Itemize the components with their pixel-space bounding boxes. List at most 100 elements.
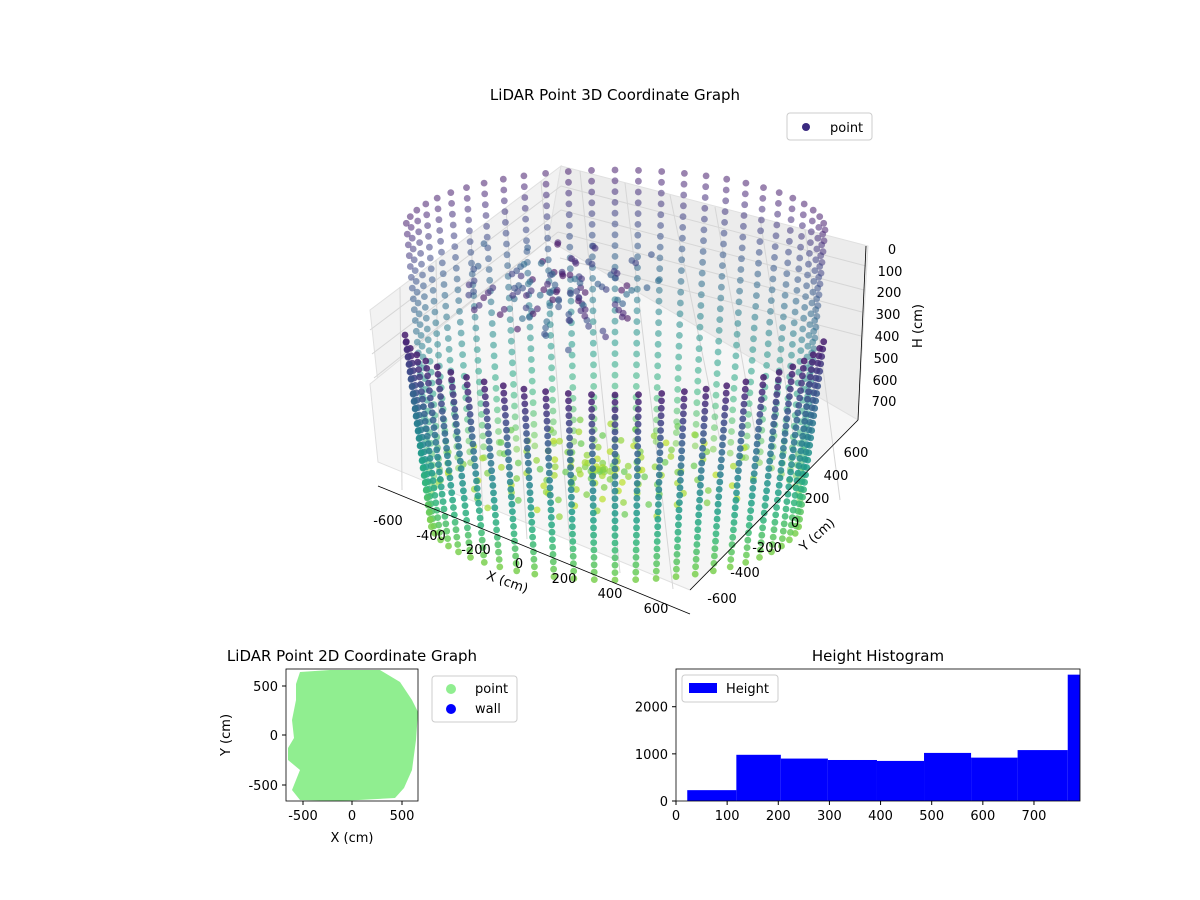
lidar-point (734, 474, 742, 482)
lidar-point (767, 297, 775, 304)
lidar-point (531, 442, 539, 450)
lidar-point (544, 256, 552, 264)
lidar-point (521, 400, 529, 408)
lidar-point (693, 541, 701, 548)
lidar-point (677, 278, 685, 285)
lidar-point (632, 546, 640, 554)
lidar-point (588, 221, 596, 228)
lidar-point (741, 385, 749, 393)
lidar-point (414, 358, 422, 366)
chart-histogram: Height Histogram 0 100 200 300 400 500 600 700 … (635, 647, 1081, 824)
lidar-point (447, 481, 455, 489)
lidar-point (611, 576, 619, 584)
lidar-point (568, 330, 575, 337)
lidar-point (589, 318, 597, 325)
lidar-point (787, 521, 795, 529)
lidar-point (680, 180, 688, 188)
lidar-point (477, 400, 485, 407)
lidar-point (654, 373, 661, 381)
lidar-point (813, 367, 821, 374)
lidar-point (730, 395, 737, 403)
lidar-point (791, 431, 799, 439)
lidar-point (441, 513, 449, 520)
lidar-point (462, 509, 470, 517)
legend-3d: point (786, 112, 873, 141)
lidar-point (772, 398, 780, 406)
lidar-point (565, 419, 573, 427)
lidar-point (611, 209, 619, 217)
lidar-point (690, 462, 698, 470)
lidar-point (755, 418, 763, 426)
lidar-point (799, 372, 806, 380)
lidar-point (632, 383, 640, 390)
lidar-point (441, 291, 449, 299)
lidar-point (547, 506, 555, 514)
lidar-point (621, 511, 629, 518)
lidar-point (712, 402, 719, 410)
lidar-point (501, 404, 509, 412)
lidar-point (473, 485, 481, 492)
lidar-point (589, 472, 597, 480)
lidar-point (680, 395, 688, 403)
lidar-point (633, 472, 641, 480)
x-tick-label: 0 (672, 809, 680, 824)
lidar-point (513, 475, 521, 482)
lidar-point (414, 217, 422, 225)
lidar-point (566, 232, 573, 240)
lidar-point (739, 233, 747, 241)
lidar-point (676, 491, 684, 499)
lidar-point (809, 206, 817, 214)
lidar-point (678, 245, 686, 253)
lidar-point (419, 395, 426, 403)
lidar-point (695, 356, 703, 363)
lidar-point (781, 430, 789, 437)
lidar-point (789, 446, 797, 454)
lidar-point (611, 480, 619, 488)
lidar-point (677, 288, 685, 296)
lidar-point (540, 482, 548, 490)
lidar-point (466, 546, 474, 554)
lidar-point (424, 440, 432, 447)
lidar-point (421, 479, 429, 487)
lidar-point (436, 476, 444, 483)
lidar-point (797, 347, 805, 354)
lidar-point (520, 385, 528, 393)
lidar-point (728, 428, 735, 435)
lidar-point (589, 465, 596, 472)
lidar-point (778, 542, 785, 550)
lidar-point (588, 420, 596, 428)
lidar-point (449, 391, 457, 398)
lidar-point (807, 411, 815, 419)
lidar-point (533, 506, 541, 514)
lidar-point (543, 410, 550, 418)
lidar-point (452, 420, 460, 428)
lidar-point (810, 389, 818, 397)
lidar-point (415, 435, 423, 442)
lidar-point (624, 462, 632, 470)
lidar-point (634, 221, 642, 228)
lidar-point (700, 430, 707, 437)
lidar-point (716, 305, 724, 313)
lidar-point (406, 263, 414, 270)
lidar-point (713, 515, 721, 523)
lidar-point (569, 545, 577, 553)
lidar-point (763, 487, 770, 495)
z-tick-label: 0 (888, 243, 896, 258)
lidar-point (415, 228, 423, 236)
lidar-point (502, 229, 510, 237)
lidar-point (789, 453, 796, 461)
lidar-point (565, 211, 573, 219)
lidar-point (464, 531, 472, 539)
lidar-point (464, 524, 471, 532)
lidar-point (713, 523, 720, 530)
lidar-point (648, 251, 655, 258)
lidar-point (568, 255, 575, 263)
lidar-point (810, 327, 818, 335)
lidar-point (756, 554, 763, 561)
lidar-point (788, 370, 796, 378)
lidar-point (779, 452, 786, 460)
lidar-point (633, 307, 641, 315)
lidar-point (463, 184, 470, 192)
lidar-point (739, 415, 747, 423)
lidar-point (527, 511, 535, 519)
